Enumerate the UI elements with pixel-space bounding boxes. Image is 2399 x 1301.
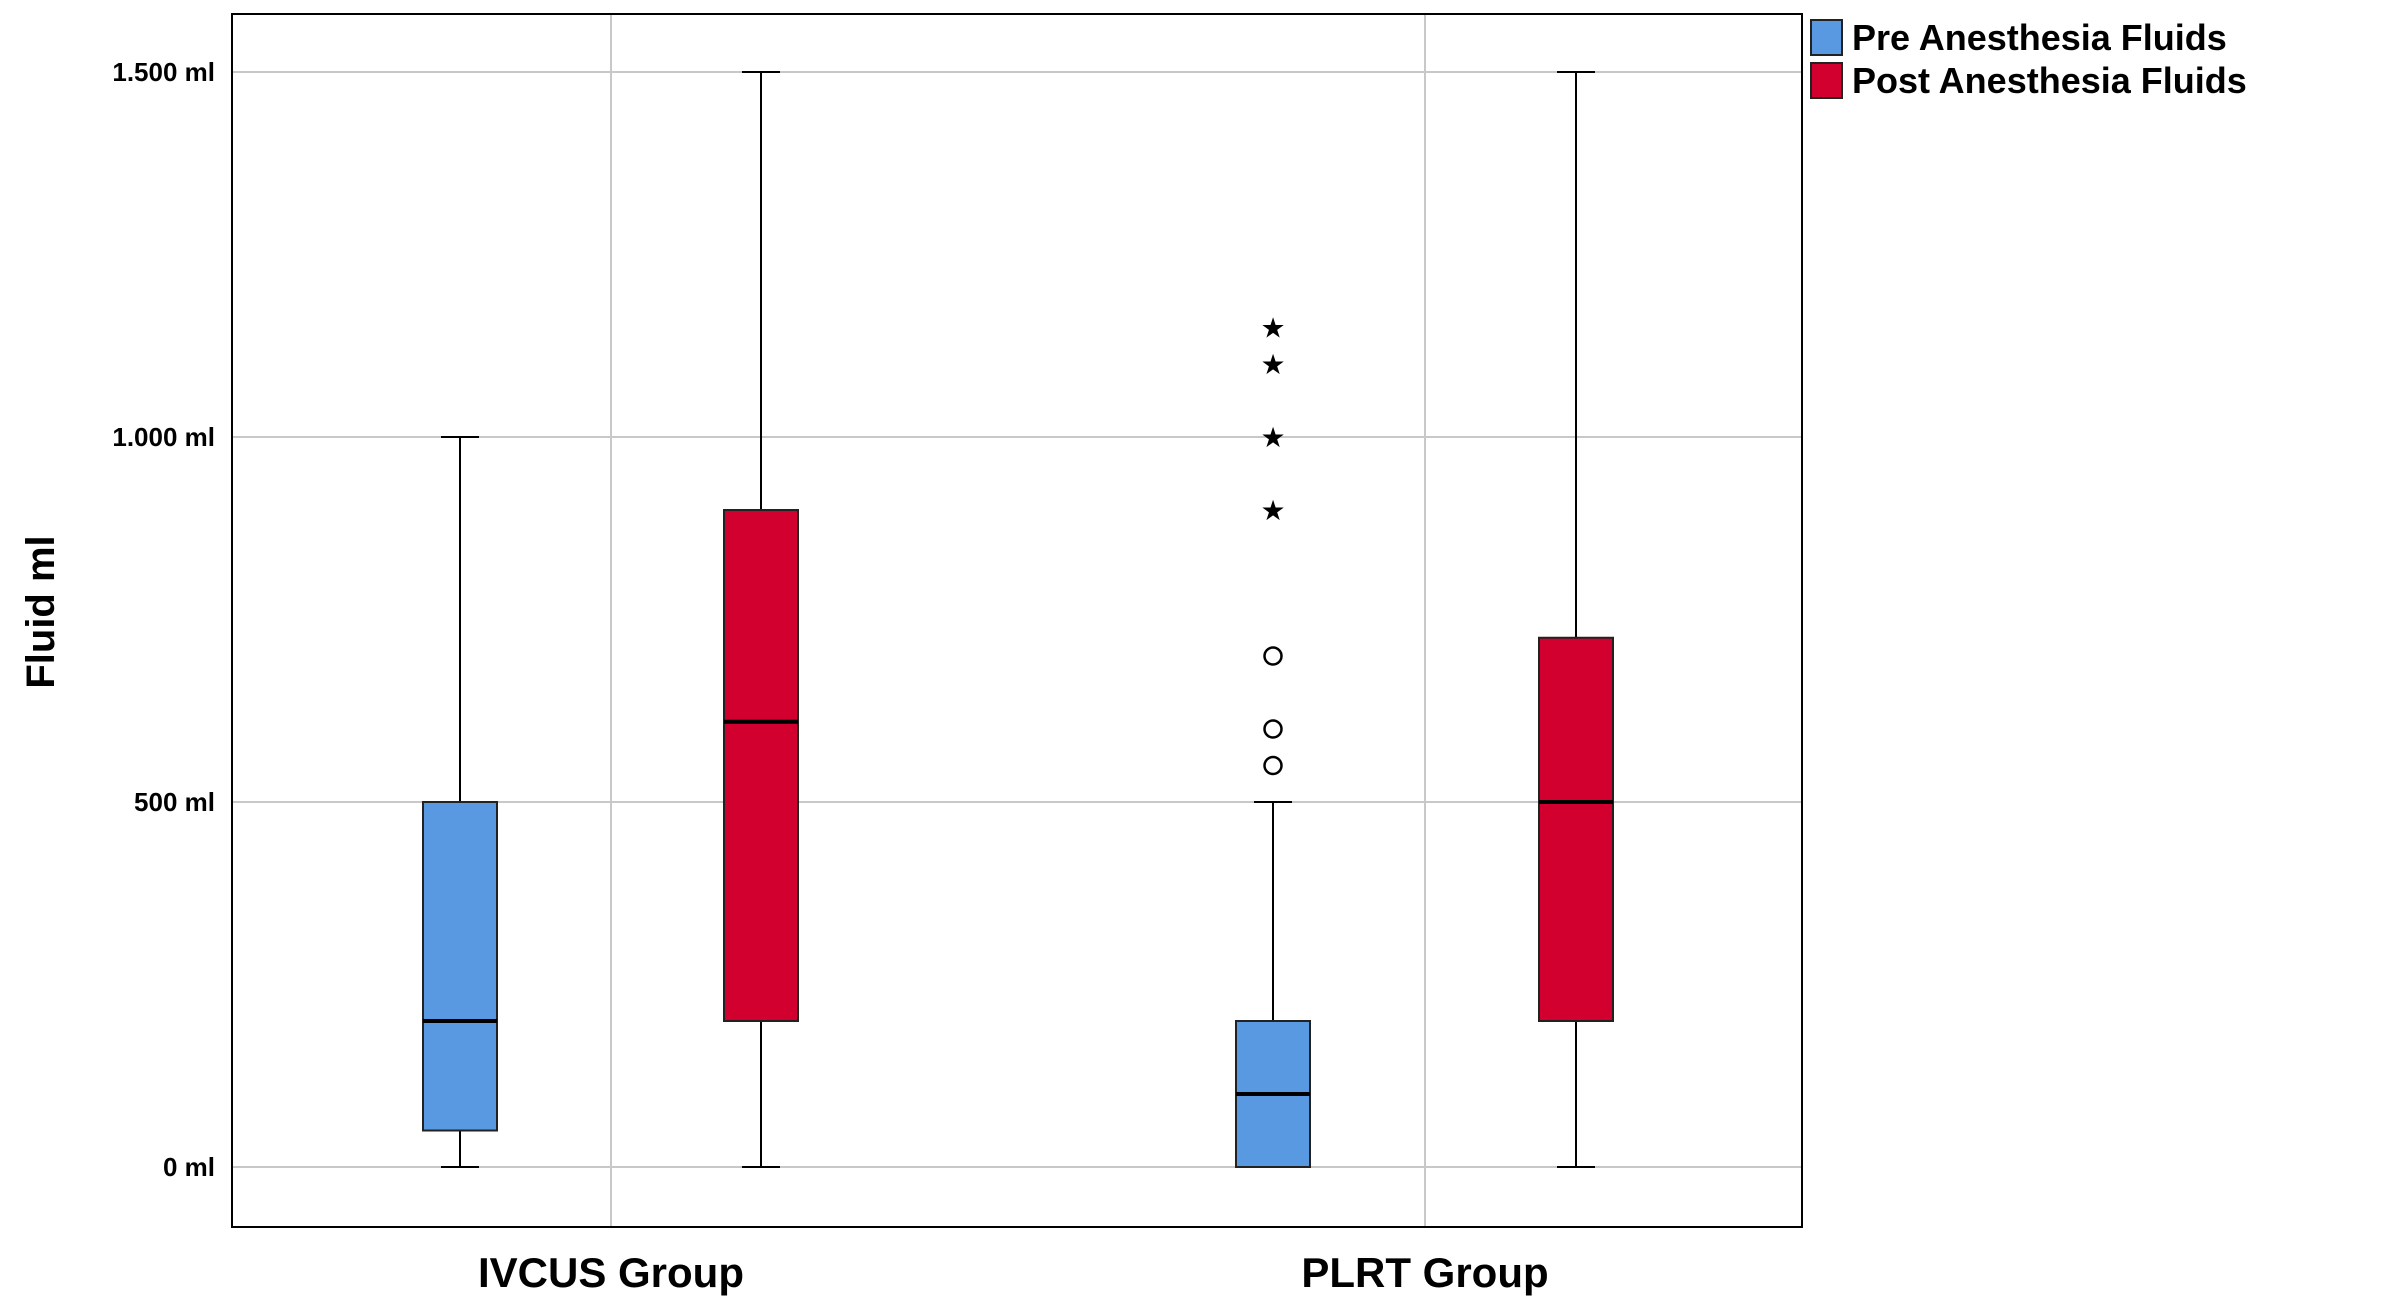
box-iqr <box>723 509 799 1022</box>
extreme-point: ★ <box>1260 312 1285 345</box>
y-tick-label: 500 ml <box>134 787 215 817</box>
legend-swatch <box>1810 62 1843 99</box>
extreme-point: ★ <box>1260 421 1285 454</box>
outlier-point <box>1263 646 1283 666</box>
box-iqr <box>1538 636 1614 1022</box>
box-plots: ★★★★ <box>422 71 1614 1168</box>
box-group <box>422 436 498 1168</box>
extreme-point: ★ <box>1260 348 1285 381</box>
legend-swatch <box>1810 19 1843 56</box>
box-group: ★★★★ <box>1235 312 1311 1168</box>
legend-label: Post Anesthesia Fluids <box>1852 60 2247 101</box>
legend-label: Pre Anesthesia Fluids <box>1852 17 2227 58</box>
y-tick-label: 1.000 ml <box>112 422 215 452</box>
box-iqr <box>422 801 498 1132</box>
plot-frame <box>231 13 1803 1228</box>
extreme-point: ★ <box>1260 494 1285 527</box>
y-axis-title: Fluid ml <box>19 535 63 688</box>
category-labels: IVCUS Group PLRT Group <box>478 1249 1549 1296</box>
outlier-point <box>1263 755 1283 776</box>
outlier-point <box>1263 719 1283 739</box>
y-tick-label: 0 ml <box>163 1152 215 1182</box>
category-label: PLRT Group <box>1301 1249 1548 1296</box>
category-label: IVCUS Group <box>478 1249 744 1296</box>
y-tick-labels: 0 ml 500 ml 1.000 ml 1.500 ml <box>112 57 215 1182</box>
box-group <box>723 71 799 1168</box>
box-group <box>1538 71 1614 1168</box>
y-tick-label: 1.500 ml <box>112 57 215 87</box>
